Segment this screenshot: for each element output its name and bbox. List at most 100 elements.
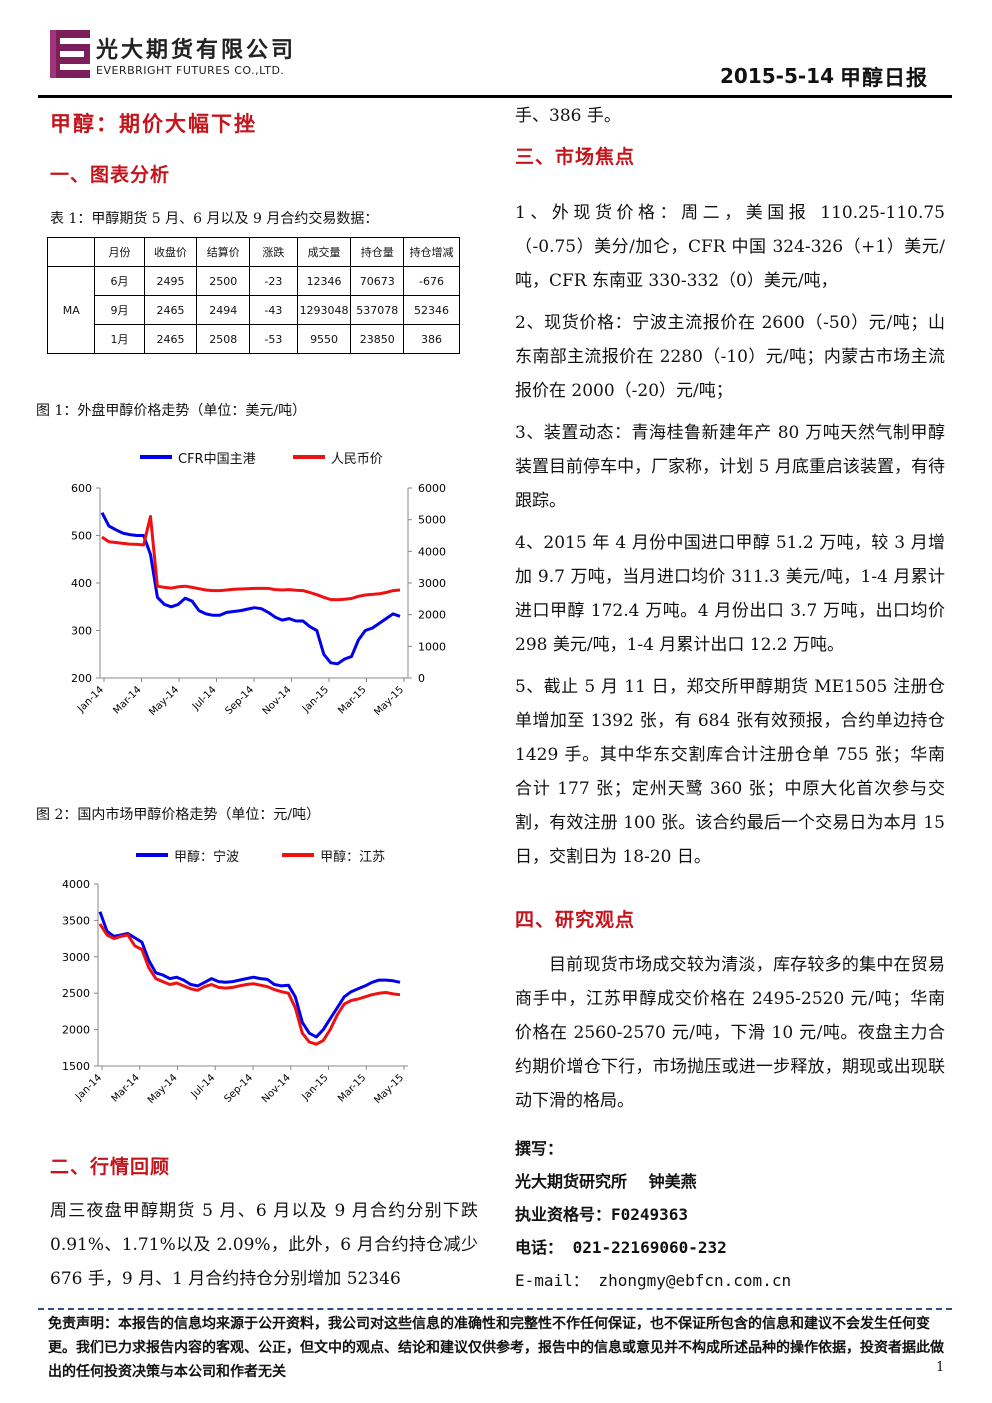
y-tick-label-right: 6000 (418, 482, 446, 495)
y-tick-label: 500 (71, 530, 92, 543)
legend-item: 人民币价 (292, 448, 383, 467)
legend-label: CFR中国主港 (178, 451, 256, 467)
table-cell: 2495 (143, 266, 198, 296)
table-cell: 23850 (350, 324, 404, 354)
trading-data-table: 月份 收盘价 结算价 涨跌 成交量 持仓量 持仓增减 MA 6月 2495 25… (46, 237, 461, 354)
table-cell: 537078 (350, 295, 404, 325)
y-tick-label: 2500 (62, 987, 90, 1000)
legend-item: 甲醇：宁波 (136, 846, 239, 865)
table-cell: 9550 (296, 324, 352, 354)
y-tick-label: 3000 (62, 951, 90, 964)
series-line (100, 512, 401, 666)
legend-label: 甲醇：江苏 (320, 849, 386, 865)
focus-item: 5、截止 5 月 11 日，郑交所甲醇期货 ME1505 注册仓单增加至 139… (515, 677, 945, 867)
legend-label: 人民币价 (330, 451, 383, 467)
review-text-right: 手、386 手。 (515, 106, 621, 126)
company-name-cn: 光大期货有限公司 (96, 38, 297, 63)
focus-list: 1、外现货价格：周二，美国报 110.25-110.75（-0.75）美分/加仑… (515, 196, 945, 882)
x-tick-label: May-14 (146, 1072, 180, 1106)
author-phone: 电话： 021-22169060-232 (515, 1238, 727, 1257)
table-cell: 6月 (94, 266, 145, 296)
legend-label: 甲醇：宁波 (174, 849, 240, 865)
table-header-cell: 持仓量 (350, 237, 404, 267)
table-cell: 70673 (350, 266, 404, 296)
table-cell: -23 (249, 266, 298, 296)
table-cell: -53 (249, 324, 298, 354)
table-cell: 12346 (296, 266, 352, 296)
research-view-text: 目前现货市场成交较为清淡，库存较多的集中在贸易商手中，江苏甲醇成交价格在 249… (515, 955, 945, 1111)
section-heading-chart-analysis: 一、图表分析 (50, 164, 171, 186)
table-cell: 2500 (196, 266, 251, 296)
table-cell: -43 (249, 295, 298, 325)
series-line (98, 923, 401, 1046)
table-corner-cell (46, 237, 96, 267)
x-tick-label: May-15 (372, 1072, 406, 1106)
legend-item: CFR中国主港 (140, 448, 256, 467)
table-cell: 52346 (402, 295, 461, 325)
x-tick-label: Jan-15 (300, 684, 331, 715)
company-name-en: EVERBRIGHT FUTURES CO.,LTD. (96, 64, 285, 77)
table-group-cell: MA (46, 266, 96, 354)
section-heading-market-focus: 三、市场焦点 (515, 146, 636, 168)
legend-swatch (282, 853, 315, 857)
series-line (101, 515, 401, 602)
y-tick-label-right: 4000 (418, 545, 446, 558)
figure1-caption: 图 1：外盘甲醇价格走势（单位：美元/吨） (36, 403, 307, 419)
x-tick-label: Jul-14 (189, 1072, 218, 1101)
table-header-cell: 涨跌 (249, 237, 298, 267)
author-license: 执业资格号：F0249363 (515, 1205, 689, 1224)
x-tick-label: Sep-14 (222, 1072, 255, 1105)
x-tick-label: Mar-14 (111, 684, 143, 716)
x-tick-label: Jan-14 (75, 684, 106, 715)
table-header-cell: 持仓增减 (402, 237, 461, 267)
table-row: 1月 2465 2508 -53 9550 23850 386 (48, 324, 461, 354)
focus-item: 4、2015 年 4 月份中国进口甲醇 51.2 万吨，较 3 月增加 9.7 … (515, 533, 945, 655)
table-header-cell: 收盘价 (143, 237, 198, 267)
footer-rule (38, 1308, 952, 1310)
report-name: 甲醇日报 (840, 66, 928, 90)
legend-swatch (140, 455, 172, 459)
x-tick-label: Jan-14 (73, 1072, 104, 1103)
figure2-caption: 图 2：国内市场甲醇价格走势（单位：元/吨） (36, 807, 321, 823)
y-tick-label: 3500 (62, 914, 90, 927)
company-logo (50, 30, 90, 78)
y-tick-label: 400 (71, 577, 92, 590)
y-tick-label: 600 (71, 482, 92, 495)
table-cell: -676 (402, 266, 461, 296)
table-cell: 2465 (143, 295, 198, 325)
figure1-chart: 2003004005006000100020003000400050006000… (71, 482, 446, 718)
table-header-row: 月份 收盘价 结算价 涨跌 成交量 持仓量 持仓增减 (46, 237, 461, 267)
table-cell: 1月 (94, 324, 145, 354)
y-tick-label-right: 3000 (418, 577, 446, 590)
legend-swatch (136, 853, 168, 857)
header-rule (38, 95, 952, 98)
table-header-cell: 成交量 (296, 237, 352, 267)
section-heading-research-view: 四、研究观点 (515, 909, 636, 931)
table-cell: 2465 (143, 324, 198, 354)
series-line (98, 911, 401, 1039)
figure1-legend: CFR中国主港 人民币价 (140, 444, 440, 467)
table-row: MA 6月 2495 2500 -23 12346 70673 -676 (46, 266, 461, 354)
y-tick-label-right: 0 (418, 672, 425, 685)
focus-item: 2、现货价格：宁波主流报价在 2600（-50）元/吨；山东南部主流报价在 22… (515, 313, 945, 401)
table-caption: 表 1：甲醇期货 5 月、6 月以及 9 月合约交易数据： (50, 211, 379, 227)
focus-item: 1、外现货价格：周二，美国报 110.25-110.75（-0.75）美分/加仑… (515, 203, 945, 291)
table-cell: 1293048 (296, 295, 352, 325)
legend-item: 甲醇：江苏 (282, 846, 385, 865)
author-label: 撰写： (515, 1139, 564, 1158)
table-header-cell: 月份 (94, 237, 145, 267)
review-text-left: 周三夜盘甲醇期货 5 月、6 月以及 9 月合约分别下跌 0.91%、1.71%… (50, 1201, 478, 1289)
x-tick-label: Nov-14 (260, 1072, 293, 1105)
y-tick-label: 300 (71, 625, 92, 638)
page-number: 1 (936, 1360, 945, 1375)
legend-swatch (292, 455, 325, 459)
x-tick-label: Nov-14 (261, 684, 294, 717)
x-tick-label: Mar-14 (110, 1072, 142, 1104)
y-tick-label: 2000 (62, 1024, 90, 1037)
author-name: 光大期货研究所 钟美燕 (515, 1172, 697, 1191)
table-header-cell: 结算价 (196, 237, 251, 267)
disclaimer: 免责声明：本报告的信息均来源于公开资料，我公司对这些信息的准确性和完整性不作任何… (48, 1316, 944, 1380)
y-tick-label-right: 2000 (418, 609, 446, 622)
x-tick-label: Sep-14 (223, 684, 256, 717)
